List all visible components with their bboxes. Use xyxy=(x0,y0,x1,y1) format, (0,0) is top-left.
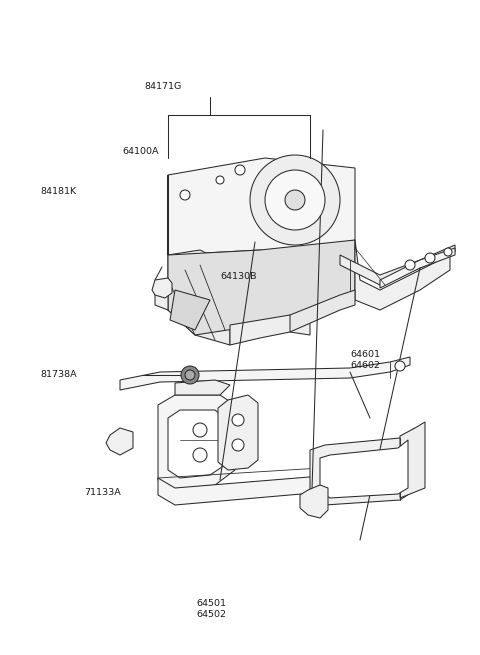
Circle shape xyxy=(180,190,190,200)
Circle shape xyxy=(235,165,245,175)
Polygon shape xyxy=(152,278,172,298)
Text: 64501
64502: 64501 64502 xyxy=(196,599,226,619)
Circle shape xyxy=(232,439,244,451)
Polygon shape xyxy=(380,248,455,288)
Polygon shape xyxy=(158,395,235,490)
Circle shape xyxy=(193,423,207,437)
Text: 64130B: 64130B xyxy=(221,272,257,281)
Polygon shape xyxy=(290,290,355,332)
Circle shape xyxy=(250,155,340,245)
Circle shape xyxy=(405,260,415,270)
Polygon shape xyxy=(320,440,408,498)
Text: 64100A: 64100A xyxy=(122,147,159,157)
Polygon shape xyxy=(168,240,355,335)
Polygon shape xyxy=(120,357,410,390)
Circle shape xyxy=(285,190,305,210)
Polygon shape xyxy=(218,395,258,470)
Circle shape xyxy=(395,361,405,371)
Polygon shape xyxy=(355,240,450,310)
Circle shape xyxy=(232,414,244,426)
Polygon shape xyxy=(175,380,230,395)
Text: 81738A: 81738A xyxy=(41,370,77,379)
Polygon shape xyxy=(310,428,415,505)
Polygon shape xyxy=(168,158,355,255)
Text: 64601
64602: 64601 64602 xyxy=(350,350,380,370)
Polygon shape xyxy=(170,290,210,330)
Text: 71133A: 71133A xyxy=(84,488,121,497)
Polygon shape xyxy=(106,428,133,455)
Circle shape xyxy=(444,248,452,256)
Circle shape xyxy=(181,366,199,384)
Polygon shape xyxy=(168,410,225,478)
Circle shape xyxy=(425,253,435,263)
Circle shape xyxy=(193,448,207,462)
Polygon shape xyxy=(300,485,328,518)
Circle shape xyxy=(265,170,325,230)
Text: 84181K: 84181K xyxy=(41,187,77,196)
Polygon shape xyxy=(230,315,310,345)
Polygon shape xyxy=(155,285,168,310)
Circle shape xyxy=(185,370,195,380)
Text: 84171G: 84171G xyxy=(144,82,182,91)
Circle shape xyxy=(216,176,224,184)
Polygon shape xyxy=(340,245,455,285)
Polygon shape xyxy=(400,422,425,498)
Polygon shape xyxy=(158,460,395,505)
Polygon shape xyxy=(168,175,230,345)
